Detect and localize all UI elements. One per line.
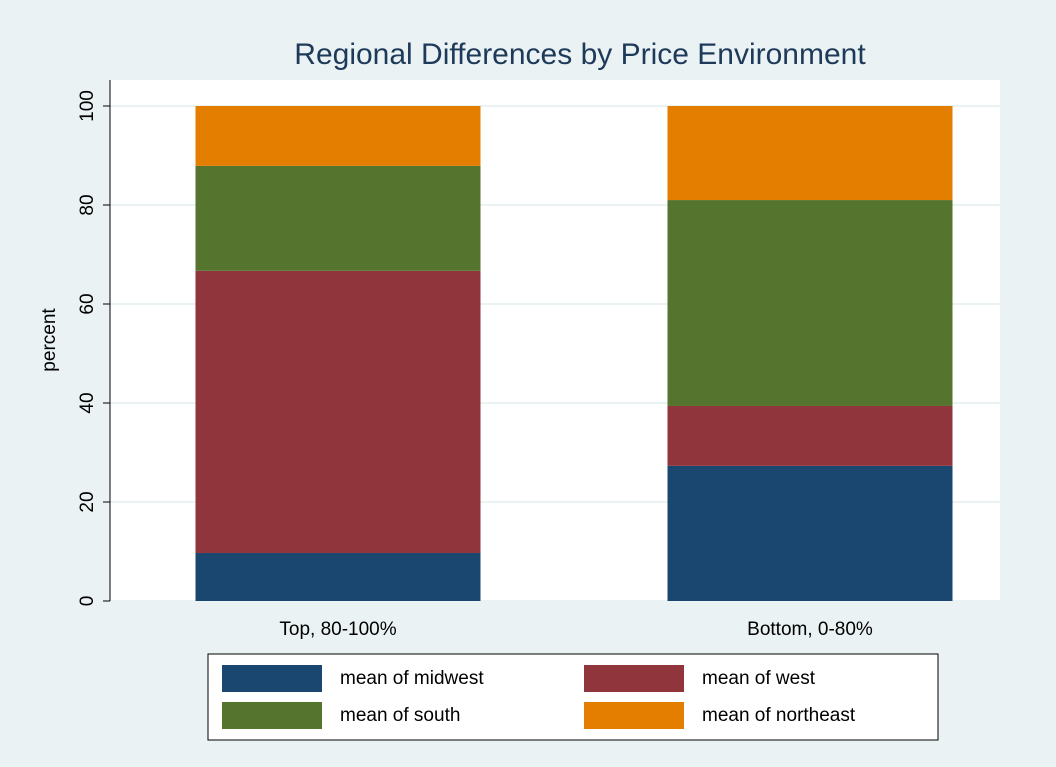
x-tick-label: Top, 80-100% [279,619,396,640]
y-tick-label: 20 [77,491,98,512]
bar-segment [195,552,481,601]
legend-key [222,702,322,729]
legend-label: mean of west [702,668,816,689]
chart-title: Regional Differences by Price Environmen… [294,38,866,71]
legend-label: mean of northeast [702,705,856,726]
y-tick-label: 40 [77,392,98,413]
legend-key [222,665,322,692]
x-tick-label: Bottom, 0-80% [747,619,873,640]
legend-label: mean of midwest [340,668,484,689]
y-axis-label: percent [39,308,60,372]
bar-segment [667,465,953,601]
y-tick-label: 100 [77,90,98,122]
legend-key [584,702,684,729]
y-tick-label: 80 [77,194,98,215]
legend [207,653,939,741]
legend-key [584,665,684,692]
bar-segment [195,106,481,166]
bar-segment [667,200,953,406]
legend-label: mean of south [340,705,460,726]
bar-segment [667,405,953,466]
bar-segment [195,165,481,271]
bar-segment [667,106,953,201]
y-tick-label: 60 [77,293,98,314]
bar-segment [195,270,481,553]
y-tick-label: 0 [77,596,98,607]
